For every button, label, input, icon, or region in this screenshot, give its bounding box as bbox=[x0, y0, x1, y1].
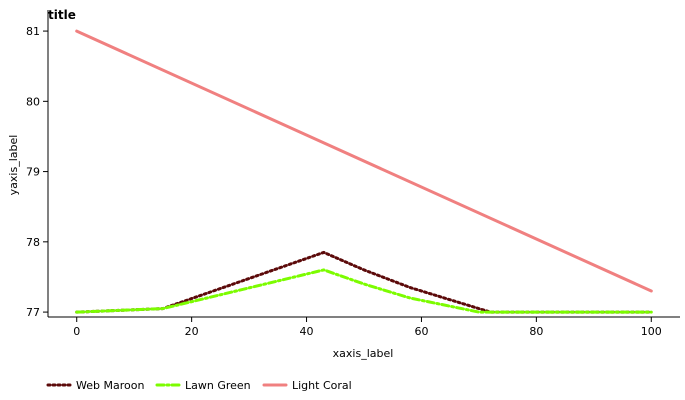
y-axis-label: yaxis_label bbox=[7, 135, 20, 196]
legend-label-lawn-green: Lawn Green bbox=[185, 379, 251, 392]
y-tick-label: 78 bbox=[26, 236, 40, 249]
x-tick-label: 80 bbox=[529, 325, 543, 338]
series-line-web-maroon bbox=[75, 250, 653, 314]
x-axis-label: xaxis_label bbox=[333, 347, 394, 360]
series-line-lawn-green bbox=[75, 268, 653, 314]
y-tick-label: 77 bbox=[26, 306, 40, 319]
legend-label-light-coral: Light Coral bbox=[292, 379, 352, 392]
chart-title: title bbox=[48, 8, 76, 22]
y-tick-label: 81 bbox=[26, 25, 40, 38]
x-tick-label: 40 bbox=[300, 325, 314, 338]
x-tick-label: 60 bbox=[414, 325, 428, 338]
axes: 77 78 79 80 81 0 20 40 60 80 100 bbox=[26, 10, 680, 338]
x-tick-label: 100 bbox=[641, 325, 662, 338]
y-tick-label: 80 bbox=[26, 95, 40, 108]
legend: Web Maroon Lawn Green Light Coral bbox=[46, 379, 352, 392]
series-line-light-coral bbox=[75, 29, 653, 293]
series-layer bbox=[75, 29, 653, 314]
x-tick-label: 20 bbox=[185, 325, 199, 338]
y-tick-label: 79 bbox=[26, 166, 40, 179]
x-tick-label: 0 bbox=[73, 325, 80, 338]
legend-label-web-maroon: Web Maroon bbox=[76, 379, 144, 392]
